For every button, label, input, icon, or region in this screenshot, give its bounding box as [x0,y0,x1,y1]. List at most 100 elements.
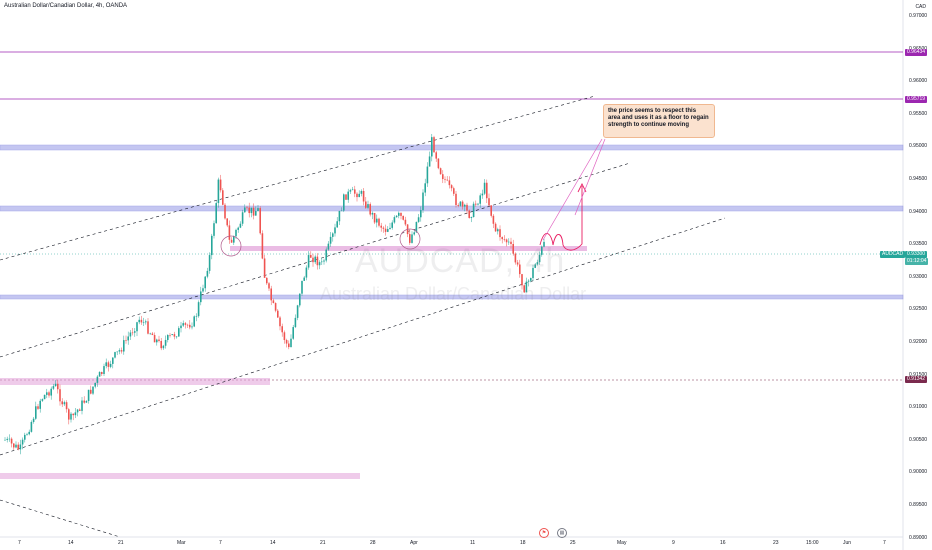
candle-body [384,228,387,232]
candle-body [321,261,323,263]
candle-body [391,222,393,228]
candle-body [263,258,266,278]
candle-body [116,351,118,353]
candle-body [318,262,321,266]
candle-body [508,241,510,243]
candle-body [206,270,209,277]
candle-body [494,223,497,232]
candle-body [413,232,415,235]
candle-body [294,317,297,328]
candle-body [191,326,193,328]
watermark-symbol: AUDCAD, 4h [355,242,566,280]
channel-upper-line [0,95,596,261]
candle-body [250,207,253,214]
candle-body [402,215,404,220]
candle-body [208,255,211,271]
candle-body [299,293,301,306]
candle-body [501,237,503,240]
candle-body [70,413,72,420]
x-tick-label: May [617,540,627,546]
candle-body [461,201,464,207]
candle-body [57,383,59,390]
y-tick-label: 0.92000 [909,339,928,345]
candle-body [244,207,246,213]
candle-body [35,406,37,419]
candle-body [134,331,136,333]
x-tick-label: 25 [570,540,576,546]
candle-body [24,434,26,440]
x-tick-label: 14 [68,540,74,546]
candle-body [486,182,488,199]
currency-label: CAD [915,4,926,10]
candle-body [301,280,303,294]
candle-body [523,285,525,293]
candle-body [61,401,63,405]
flag-icon[interactable]: ⚑ [539,528,549,538]
candle-body [307,255,310,268]
candle-body [158,339,160,341]
note-pointer-1 [542,138,603,241]
zone-pink-bottom [0,473,360,479]
y-tick-label: 0.90500 [909,436,928,443]
x-tick-label: 15:00 [806,540,819,546]
candle-body [153,335,156,343]
candle-body [145,321,147,323]
candle-body [195,316,198,317]
candle-body [527,280,530,282]
candle-body [270,288,272,301]
candle-body [422,192,424,211]
x-tick-label: 23 [773,540,779,546]
candle-body [13,443,15,448]
candle-body [81,400,83,411]
candle-body [536,262,539,265]
candle-body [59,389,61,402]
candle-body [516,262,519,265]
candle-body [94,382,96,387]
candle-body [164,339,167,346]
candle-body [224,204,226,219]
symbol-tag: AUDCAD [880,251,906,258]
candle-body [79,409,81,411]
candle-body [483,182,486,194]
candle-body [358,193,360,198]
candle-body [409,234,411,243]
calendar-icon[interactable]: ▦ [557,528,567,538]
candle-body [459,201,462,206]
candle-body [477,203,479,205]
candle-body [255,211,257,216]
candle-body [48,392,50,396]
candle-body [178,328,180,337]
channel-lower-line [0,217,726,456]
y-tick-label: 0.96500 [909,46,927,52]
x-tick-label: 7 [883,540,886,546]
y-tick-label: 0.91000 [909,404,928,411]
y-tick-label: 0.89000 [909,534,928,541]
candle-body [129,332,132,337]
candle-body [222,190,224,205]
candle-body [151,333,154,336]
x-tick-label: Apr [410,540,418,546]
zone-0.940 [0,205,904,212]
y-tick-label: 0.93000 [909,273,928,280]
annotation-note[interactable]: the price seems to respect this area and… [603,104,715,138]
y-tick-label: 0.94500 [909,176,928,182]
candle-body [257,208,259,212]
candle-body [19,444,22,450]
candle-body [448,180,451,186]
candle-body [450,185,453,189]
candle-body [310,255,312,258]
candle-body [87,389,90,401]
candle-body [420,210,422,218]
trend-line-bottom [0,499,121,538]
zone-0.950 [0,144,904,151]
candle-body [325,249,327,261]
candle-body [503,239,506,240]
x-tick-label: 7 [219,540,222,546]
candle-body [98,372,101,377]
candle-body [120,350,123,352]
candle-body [512,243,514,254]
candle-body [235,229,237,237]
candle-body [468,210,470,218]
candle-body [131,332,134,334]
